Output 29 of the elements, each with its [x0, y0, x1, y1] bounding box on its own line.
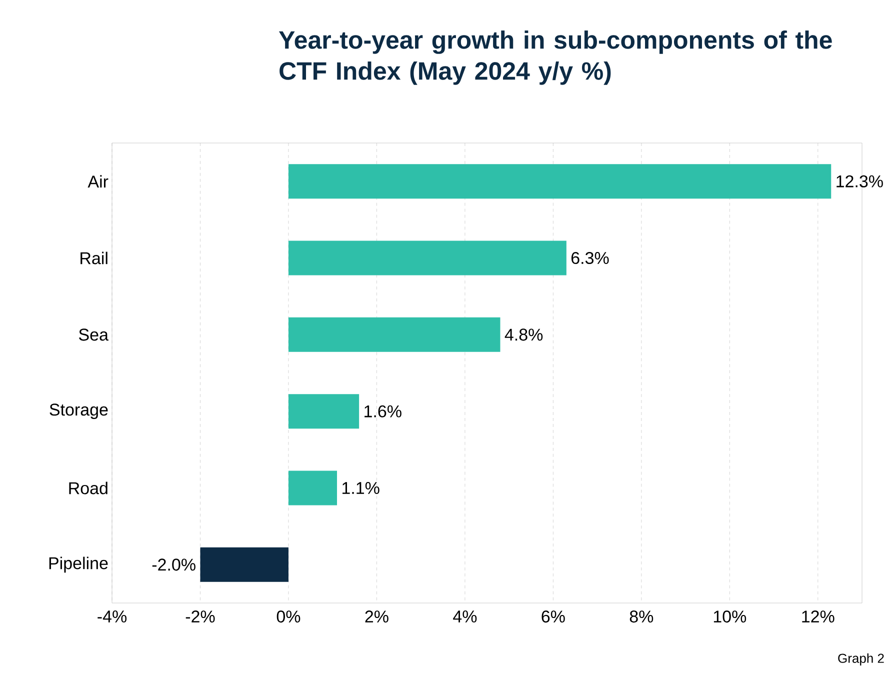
data-label: 12.3% [836, 175, 883, 188]
y-tick-label: Storage [50, 404, 108, 420]
bar [288, 240, 566, 276]
y-tick-label: Rail [80, 252, 108, 264]
bar [288, 470, 338, 506]
x-tick-label: 2% [365, 610, 388, 622]
bar [288, 164, 832, 199]
bar [288, 317, 500, 352]
y-tick-label: Sea [79, 328, 108, 341]
x-tick-label: 12% [802, 610, 834, 622]
x-tick-label: -2% [186, 610, 215, 622]
caption: Graph 2 [838, 653, 884, 666]
x-tick-label: 8% [630, 610, 654, 623]
chart-title: Year-to-year growth in sub-components of the CTF Index (May 2024 y/y %) [278, 30, 832, 85]
bar [288, 394, 360, 429]
data-label: 6.3% [571, 252, 609, 264]
y-tick-label: Road [69, 482, 108, 494]
x-tick-label: 6% [542, 610, 565, 623]
y-tick-label: Pipeline [49, 556, 108, 573]
x-tick-label: 0% [276, 610, 300, 623]
y-tick-label: Air [88, 175, 108, 188]
data-label: 1.1% [342, 482, 380, 494]
x-tick-label: 10% [714, 610, 746, 623]
x-tick-label: 4% [453, 610, 477, 622]
bar [200, 547, 288, 582]
data-label: 1.6% [364, 405, 402, 418]
data-label: 4.8% [504, 328, 543, 341]
data-label: -2.0% [152, 558, 196, 571]
x-tick-label: -4% [98, 610, 127, 622]
